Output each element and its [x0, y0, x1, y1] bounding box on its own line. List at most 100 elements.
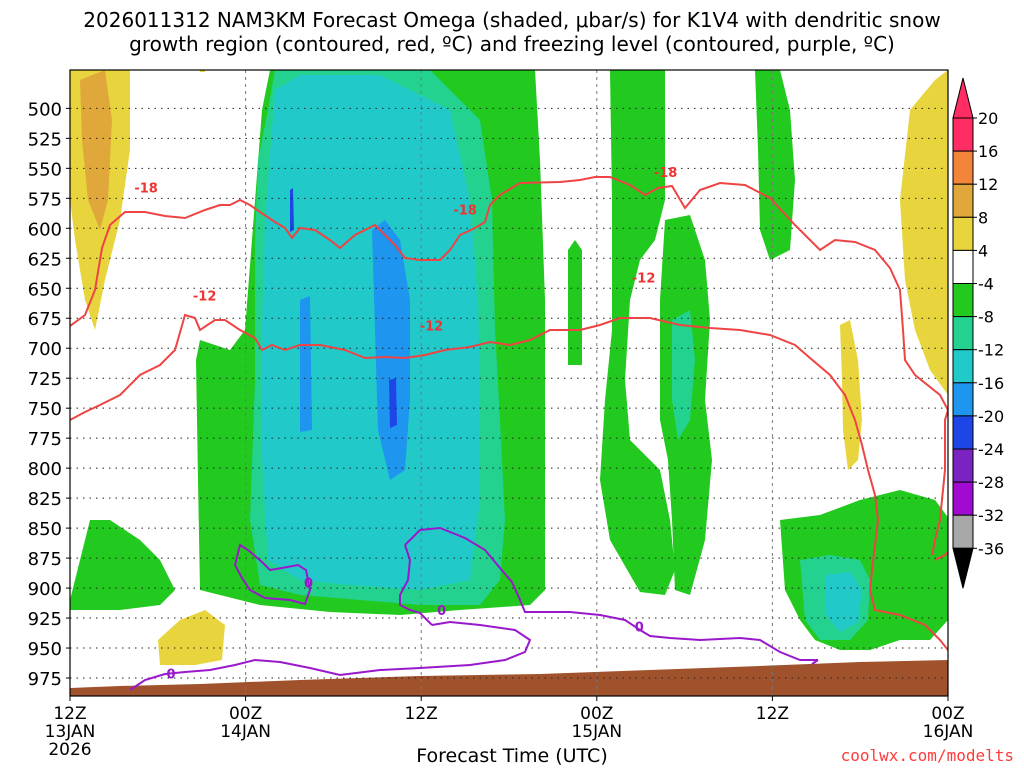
y-tick-label: 650 [28, 279, 62, 300]
x-tick-label-year: 2026 [48, 740, 91, 760]
colorbar-label: -28 [978, 473, 1004, 492]
contour-label: 0 [166, 667, 175, 682]
colorbar-swatch [952, 448, 974, 483]
yellow-region-right-thin [840, 320, 862, 470]
contour-zero-1 [233, 543, 312, 606]
y-tick-label: 625 [28, 249, 62, 270]
chart-title-line-2: growth region (contoured, red, ºC) and f… [129, 32, 895, 56]
y-tick-label: 725 [28, 369, 62, 390]
y-tick-label: 525 [28, 129, 62, 150]
contour-label: 0 [437, 604, 446, 619]
contour-label: -12 [193, 290, 217, 305]
colorbar-swatch [952, 117, 974, 152]
x-tick-label-time: 12Z [405, 704, 438, 724]
y-tick-label: 800 [28, 459, 62, 480]
y-tick-label: 550 [28, 159, 62, 180]
cyan-region-main [262, 75, 480, 590]
colorbar-label: 16 [978, 142, 998, 161]
y-tick-label: 975 [28, 669, 62, 690]
colorbar-label: -8 [978, 308, 994, 327]
x-tick-label-date: 14JAN [220, 722, 271, 742]
x-tick-label-time: 00Z [580, 704, 613, 724]
colorbar-label: 4 [978, 241, 988, 260]
y-tick-label: 850 [28, 519, 62, 540]
colorbar-label: -24 [978, 440, 1004, 459]
colorbar-label: -16 [978, 374, 1004, 393]
colorbar-swatch [952, 316, 974, 351]
y-tick-label: 500 [28, 99, 62, 120]
credit-text: coolwx.com/modelts [840, 746, 1014, 765]
colorbar-swatch [952, 349, 974, 384]
chart-title-line-1: 2026011312 NAM3KM Forecast Omega (shaded… [83, 8, 941, 32]
colorbar-swatch [952, 382, 974, 417]
contour-label: -12 [420, 320, 444, 335]
teal-region-right-small [672, 310, 695, 440]
darkblue-region-spot [389, 378, 397, 428]
green-region-right-tall [600, 70, 675, 595]
contour-minus18 [70, 176, 948, 411]
orange-region-top-left [80, 70, 112, 230]
colorbar-swatch [952, 415, 974, 450]
y-tick-label: 750 [28, 399, 62, 420]
green-region-middle-strip [568, 240, 582, 365]
x-tick-label-time: 00Z [229, 704, 262, 724]
contour-label: -18 [134, 182, 158, 197]
y-tick-label: 900 [28, 579, 62, 600]
colorbar-swatch [952, 183, 974, 218]
y-tick-label: 875 [28, 549, 62, 570]
x-tick-label-time: 12Z [756, 704, 789, 724]
colorbar-swatch [952, 514, 974, 549]
colorbar-underflow-arrow [952, 547, 974, 589]
colorbar-label: 8 [978, 208, 988, 227]
yellow-region-bottom-left [158, 610, 225, 665]
colorbar-swatch [952, 150, 974, 185]
x-tick-label-time: 12Z [53, 704, 86, 724]
contour-label: -18 [654, 166, 678, 181]
y-tick-label: 925 [28, 609, 62, 630]
green-region-upper-right [755, 70, 795, 260]
contour-zero-4 [811, 659, 819, 665]
blue-region-thin [300, 296, 312, 432]
colorbar-swatch [952, 216, 974, 251]
x-tick-label-date: 16JAN [923, 722, 974, 742]
y-tick-label: 950 [28, 639, 62, 660]
colorbar-label: -4 [978, 275, 994, 294]
y-tick-label: 775 [28, 429, 62, 450]
contour-label: -12 [632, 272, 656, 287]
contour-label: -18 [453, 203, 477, 218]
colorbar-swatch [952, 283, 974, 318]
colorbar-label: -36 [978, 539, 1004, 558]
contour-minus12 [70, 313, 948, 651]
colorbar-label: -20 [978, 407, 1004, 426]
contour-minus12-right [931, 409, 948, 561]
yellow-region-top-right [900, 70, 948, 395]
x-axis-title: Forecast Time (UTC) [416, 745, 608, 767]
y-tick-label: 700 [28, 339, 62, 360]
colorbar-label: 20 [978, 109, 998, 128]
colorbar-label: -32 [978, 506, 1004, 525]
blue-region-column [372, 220, 410, 480]
x-tick-label-time: 00Z [931, 704, 964, 724]
colorbar-overflow-arrow [952, 77, 974, 119]
contour-zero-2 [399, 526, 818, 661]
x-tick-label-date: 13JAN [45, 722, 96, 742]
green-region-left-lower [70, 520, 175, 610]
contour-label: 0 [304, 576, 313, 591]
darkblue-region-thin [290, 188, 294, 232]
colorbar-label: 12 [978, 175, 998, 194]
colorbar-swatch [952, 481, 974, 516]
y-tick-label: 825 [28, 489, 62, 510]
colorbar-label: -12 [978, 341, 1004, 360]
cyan-region-lower-right [825, 572, 862, 632]
y-tick-label: 600 [28, 219, 62, 240]
contour-label: 0 [635, 621, 644, 636]
plot-frame [69, 69, 949, 697]
contour-zero-3 [129, 620, 532, 691]
colorbar-swatch [952, 249, 974, 284]
y-tick-label: 575 [28, 189, 62, 210]
terrain-surface [70, 660, 948, 696]
x-tick-label-date: 15JAN [571, 722, 622, 742]
y-tick-label: 675 [28, 309, 62, 330]
